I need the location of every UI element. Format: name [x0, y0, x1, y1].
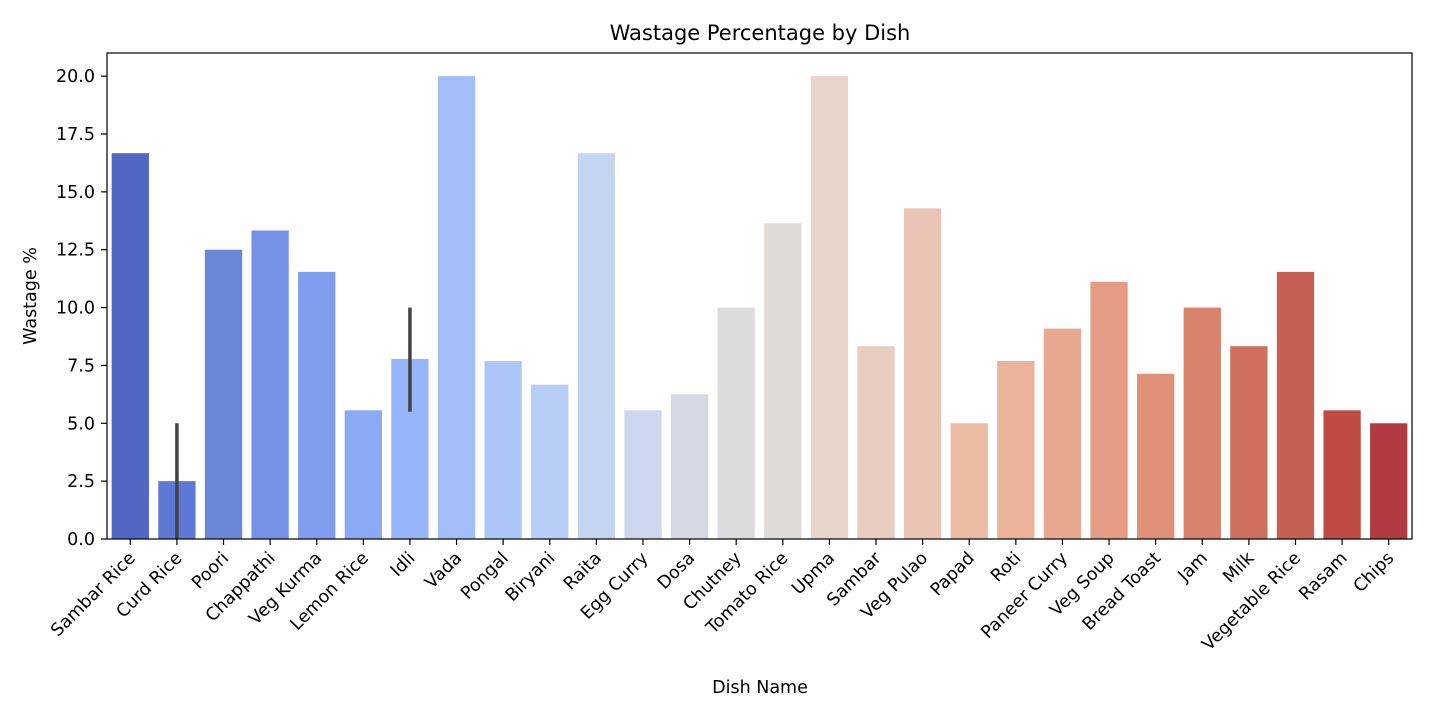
x-tick-label: Rasam: [1295, 548, 1351, 604]
y-tick-label: 7.5: [67, 356, 95, 376]
bar-papad: [950, 423, 988, 539]
bar-raita: [577, 153, 616, 539]
bar-roti: [997, 361, 1035, 539]
bar-vada: [437, 76, 476, 539]
bar-upma: [810, 76, 849, 539]
x-tick-label: Jam: [1174, 548, 1212, 586]
x-axis-title: Dish Name: [712, 678, 808, 698]
bar-veg-pulao: [903, 208, 942, 540]
y-tick-label: 12.5: [56, 241, 95, 261]
bar-bread-toast: [1137, 373, 1175, 539]
y-tick-label: 2.5: [67, 472, 95, 492]
bar-pongal: [484, 361, 522, 539]
x-tick-label: Milk: [1220, 548, 1259, 587]
x-tick-label: Idli: [387, 548, 420, 581]
bar-lemon-rice: [344, 410, 382, 539]
y-tick-label: 17.5: [56, 125, 95, 145]
bar-sambar: [857, 346, 895, 539]
bar-poori: [204, 249, 243, 539]
x-tick-label: Roti: [987, 548, 1025, 586]
bar-veg-kurma: [298, 271, 336, 539]
x-tick-label: Chips: [1350, 548, 1398, 596]
y-tick-label: 15.0: [56, 183, 95, 203]
y-axis: 0.0 2.5 5.0 7.5 10.0 12.5 15.0 17.5 20.0: [56, 67, 107, 550]
bar-biryani: [531, 384, 569, 539]
bar-milk: [1230, 346, 1268, 539]
bar-veg-soup: [1090, 281, 1128, 539]
bar-jam: [1183, 307, 1221, 539]
bar-rasam: [1323, 410, 1361, 539]
x-tick-label: Pongal: [457, 548, 512, 603]
x-tick-label: Papad: [927, 548, 979, 600]
y-tick-label: 5.0: [67, 414, 95, 434]
bar-sambar-rice: [111, 153, 149, 539]
bars-group: [111, 76, 1408, 540]
y-tick-label: 10.0: [56, 299, 95, 319]
y-tick-label: 0.0: [67, 530, 95, 550]
bar-chutney: [717, 307, 755, 539]
plot-area-frame: [106, 52, 1413, 540]
chart-title: Wastage Percentage by Dish: [610, 21, 911, 45]
y-tick-label: 20.0: [56, 67, 95, 87]
bar-chappathi: [251, 230, 289, 539]
x-tick-label: Tomato Rice: [702, 548, 792, 638]
bar-tomato-rice: [764, 223, 802, 539]
x-tick-label: Biryani: [502, 548, 559, 605]
bar-chips: [1370, 423, 1408, 539]
bar-egg-curry: [624, 410, 662, 539]
error-bars-group: [175, 307, 412, 539]
bar-vegetable-rice: [1276, 271, 1315, 539]
y-axis-title: Wastage %: [21, 247, 41, 345]
bar-paneer-curry: [1043, 328, 1082, 539]
bar-dosa: [670, 394, 709, 539]
